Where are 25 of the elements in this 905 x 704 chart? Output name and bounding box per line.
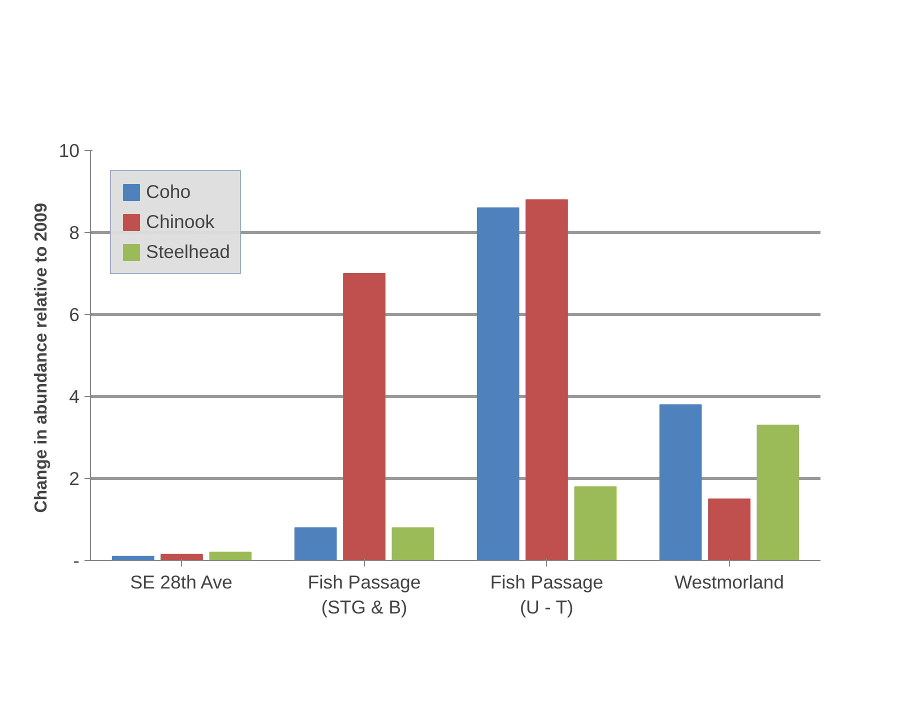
bar — [526, 199, 568, 560]
x-tick-label: Fish Passage (U - T) — [490, 572, 604, 618]
x-tick-label: SE 28th Ave — [130, 572, 232, 592]
bar — [756, 424, 800, 560]
legend-label: Steelhead — [146, 241, 230, 263]
x-tick-label: Fish Passage (STG & B) — [308, 572, 421, 618]
y-tick-label: 6 — [69, 304, 80, 325]
bar — [574, 486, 617, 560]
legend-label: Chinook — [146, 211, 214, 233]
x-tick-label: Westmorland — [674, 572, 784, 592]
legend-label: Coho — [146, 181, 191, 203]
y-tick-label: 2 — [69, 468, 80, 489]
y-tick-label: 10 — [58, 140, 80, 161]
y-tick-label: 4 — [69, 386, 80, 407]
bar — [209, 552, 252, 560]
bar — [659, 404, 702, 560]
bar — [708, 498, 750, 560]
y-axis-title: Change in abundance relative to 2009 — [30, 202, 51, 513]
bar — [343, 273, 386, 560]
bar — [476, 207, 520, 560]
bar — [294, 527, 337, 560]
bar — [392, 527, 434, 560]
y-tick-label: - — [73, 550, 80, 571]
bar — [160, 554, 203, 560]
y-tick-label: 8 — [69, 222, 80, 243]
